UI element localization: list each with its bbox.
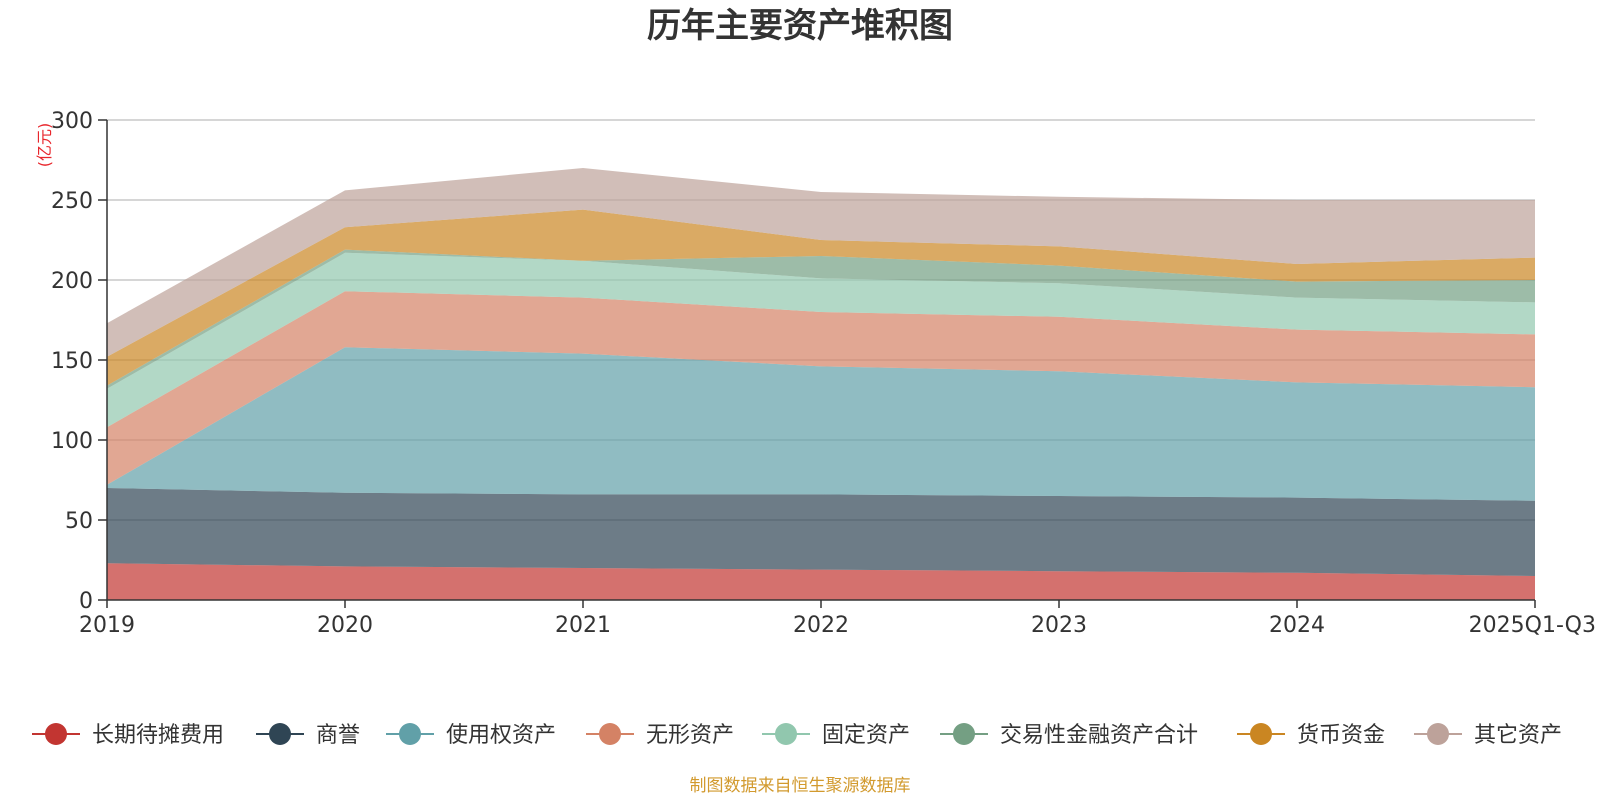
legend-label-3: 使用权资产	[446, 723, 556, 748]
legend-item-3[interactable]: 使用权资产	[386, 723, 556, 748]
y-tick-label-100: 100	[51, 429, 93, 454]
y-axis-unit-label: (亿元)	[35, 123, 54, 168]
area-layers	[107, 168, 1535, 600]
legend-marker-7	[1250, 723, 1272, 745]
y-tick-label-150: 150	[51, 349, 93, 374]
legend-item-2[interactable]: 商誉	[256, 723, 360, 748]
chart-title: 历年主要资产堆积图	[647, 6, 953, 46]
legend-item-5[interactable]: 固定资产	[762, 723, 910, 748]
legend-label-1: 长期待摊费用	[92, 723, 224, 748]
x-tick-label-2019: 2019	[79, 613, 135, 638]
legend-marker-6	[953, 723, 975, 745]
legend-item-1[interactable]: 长期待摊费用	[32, 723, 224, 748]
legend-marker-8	[1427, 723, 1449, 745]
area-series-7[interactable]	[107, 209, 1535, 386]
legend-label-6: 交易性金融资产合计	[1000, 723, 1198, 748]
legend-marker-1	[45, 723, 67, 745]
legend-marker-2	[269, 723, 291, 745]
legend-label-7: 货币资金	[1297, 723, 1385, 748]
x-tick-label-2022: 2022	[793, 613, 849, 638]
area-series-8[interactable]	[107, 168, 1535, 357]
x-tick-label-2025q1-q3: 2025Q1-Q3	[1469, 613, 1596, 638]
area-series-5[interactable]	[107, 252, 1535, 428]
y-tick-label-300: 300	[51, 109, 93, 134]
legend[interactable]: 长期待摊费用 商誉 使用权资产 无形资产 固定资产 交易性金融资产合计 货币资金 其它资产	[32, 723, 1562, 748]
legend-marker-3	[399, 723, 421, 745]
y-tick-label-250: 250	[51, 189, 93, 214]
area-series-6[interactable]	[107, 249, 1535, 389]
legend-label-2: 商誉	[316, 723, 360, 748]
x-tick-label-2020: 2020	[317, 613, 373, 638]
data-source-note: 制图数据来自恒生聚源数据库	[690, 776, 911, 796]
y-tick-label-0: 0	[79, 589, 93, 614]
x-tick-label-2024: 2024	[1269, 613, 1325, 638]
legend-item-8[interactable]: 其它资产	[1414, 723, 1562, 748]
area-series-1[interactable]	[107, 563, 1535, 600]
y-tick-label-50: 50	[65, 509, 93, 534]
y-tick-label-200: 200	[51, 269, 93, 294]
x-tick-label-2023: 2023	[1031, 613, 1087, 638]
legend-item-6[interactable]: 交易性金融资产合计	[940, 723, 1198, 748]
legend-label-5: 固定资产	[822, 723, 910, 748]
legend-marker-5	[775, 723, 797, 745]
legend-marker-4	[599, 723, 621, 745]
area-series-2[interactable]	[107, 488, 1535, 576]
legend-item-7[interactable]: 货币资金	[1237, 723, 1385, 748]
x-tick-label-2021: 2021	[555, 613, 611, 638]
legend-label-4: 无形资产	[646, 723, 734, 748]
axes: 2019 2020 2021 2022 2023 2024 2025Q1-Q3	[79, 120, 1596, 638]
legend-item-4[interactable]: 无形资产	[586, 723, 734, 748]
legend-label-8: 其它资产	[1474, 723, 1562, 748]
area-series-3[interactable]	[107, 347, 1535, 501]
area-series-4[interactable]	[107, 291, 1535, 485]
